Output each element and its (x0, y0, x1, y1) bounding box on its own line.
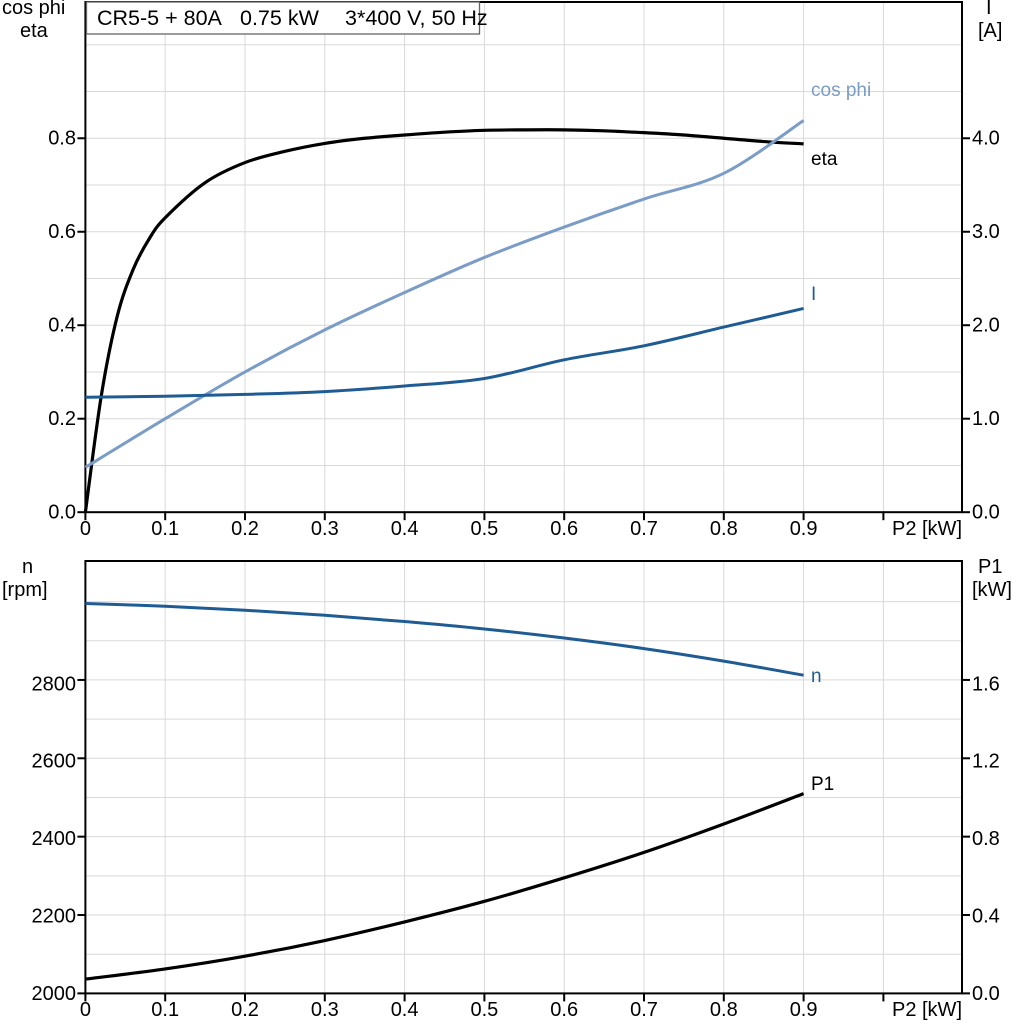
svg-text:P1: P1 (811, 774, 834, 795)
svg-text:0.5: 0.5 (470, 518, 498, 540)
svg-text:0.1: 0.1 (151, 518, 179, 540)
svg-text:0.1: 0.1 (151, 999, 179, 1021)
svg-text:0.4: 0.4 (972, 906, 1000, 928)
svg-text:P1: P1 (978, 556, 1002, 578)
svg-text:0.6: 0.6 (550, 999, 578, 1021)
svg-text:eta: eta (811, 149, 838, 170)
svg-text:0.3: 0.3 (311, 999, 339, 1021)
svg-text:0.8: 0.8 (710, 999, 738, 1021)
svg-text:[rpm]: [rpm] (2, 579, 48, 601)
svg-text:2400: 2400 (32, 828, 77, 850)
svg-text:0.6: 0.6 (550, 518, 578, 540)
svg-text:CR5-5 + 80A 0.75 kW 3*: CR5-5 + 80A 0.75 kW 3*400 V, 50 Hz (97, 6, 488, 30)
svg-text:2600: 2600 (32, 751, 77, 773)
svg-text:2.0: 2.0 (972, 315, 1000, 337)
svg-text:[A]: [A] (978, 20, 1002, 42)
svg-text:0.9: 0.9 (790, 999, 818, 1021)
svg-text:0.2: 0.2 (231, 999, 259, 1021)
svg-text:0.9: 0.9 (790, 518, 818, 540)
svg-text:1.0: 1.0 (972, 408, 1000, 430)
svg-text:I: I (986, 0, 992, 19)
svg-text:0.0: 0.0 (972, 983, 1000, 1005)
svg-text:0.8: 0.8 (710, 518, 738, 540)
svg-text:cos phi: cos phi (811, 80, 871, 101)
svg-text:0.8: 0.8 (972, 828, 1000, 850)
svg-text:0.8: 0.8 (48, 128, 76, 150)
svg-text:2200: 2200 (32, 906, 77, 928)
svg-text:0.2: 0.2 (48, 408, 76, 430)
svg-text:1.6: 1.6 (972, 673, 1000, 695)
svg-text:0.4: 0.4 (391, 999, 419, 1021)
svg-text:[kW]: [kW] (972, 579, 1012, 601)
svg-text:0.4: 0.4 (48, 315, 76, 337)
svg-text:n: n (811, 666, 822, 687)
svg-text:0.5: 0.5 (470, 999, 498, 1021)
svg-text:2000: 2000 (32, 983, 77, 1005)
svg-text:0.4: 0.4 (391, 518, 419, 540)
svg-text:0.7: 0.7 (630, 518, 658, 540)
svg-text:0.2: 0.2 (231, 518, 259, 540)
svg-text:0.0: 0.0 (48, 502, 76, 524)
svg-text:0.0: 0.0 (972, 502, 1000, 524)
svg-text:0.3: 0.3 (311, 518, 339, 540)
svg-text:eta: eta (20, 20, 49, 42)
svg-text:0.6: 0.6 (48, 221, 76, 243)
svg-text:P2 [kW]: P2 [kW] (892, 518, 962, 540)
svg-text:4.0: 4.0 (972, 128, 1000, 150)
svg-text:n: n (22, 556, 33, 578)
svg-text:0.7: 0.7 (630, 999, 658, 1021)
svg-text:0: 0 (80, 999, 91, 1021)
svg-text:3.0: 3.0 (972, 221, 1000, 243)
svg-text:2800: 2800 (32, 673, 77, 695)
svg-text:I: I (811, 284, 816, 305)
svg-text:1.2: 1.2 (972, 751, 1000, 773)
svg-text:cos phi: cos phi (2, 0, 65, 19)
svg-text:0: 0 (80, 518, 91, 540)
svg-text:P2 [kW]: P2 [kW] (892, 999, 962, 1021)
